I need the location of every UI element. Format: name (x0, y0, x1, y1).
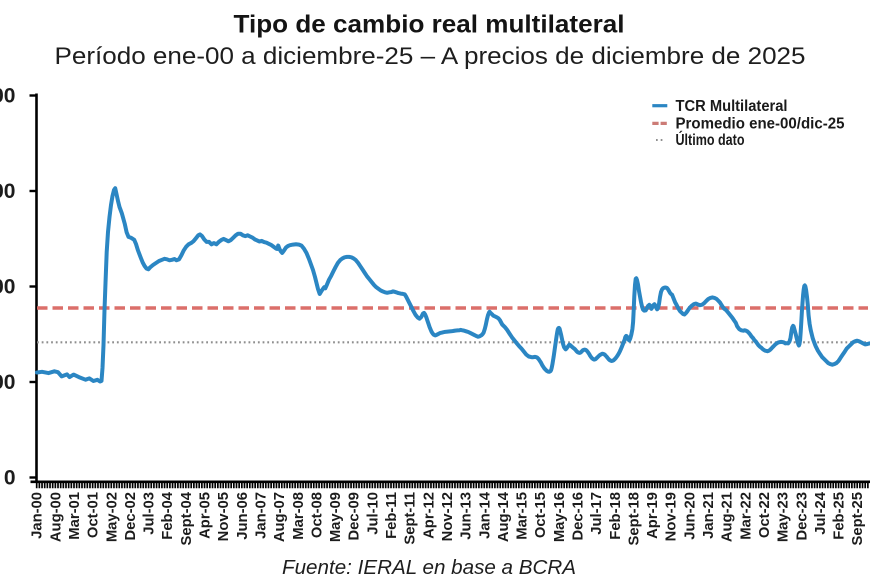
svg-text:Aug-14: Aug-14 (496, 491, 512, 542)
svg-text:Jun-13: Jun-13 (459, 492, 475, 540)
svg-text:Mar-01: Mar-01 (67, 492, 83, 540)
svg-text:200: 200 (0, 276, 16, 299)
svg-text:Sept-04: Sept-04 (179, 491, 195, 545)
svg-text:Aug-00: Aug-00 (48, 492, 64, 542)
svg-text:Dec-16: Dec-16 (571, 492, 587, 541)
svg-text:Jul-17: Jul-17 (589, 492, 605, 535)
svg-text:May-02: May-02 (104, 492, 120, 542)
svg-text:Dec-23: Dec-23 (794, 492, 810, 541)
svg-text:Aug-07: Aug-07 (272, 492, 288, 542)
svg-text:Mar-08: Mar-08 (291, 492, 307, 540)
svg-text:TCR Multilateral: TCR Multilateral (676, 98, 788, 115)
svg-text:Oct-08: Oct-08 (309, 492, 325, 538)
svg-text:Jun-20: Jun-20 (682, 492, 698, 540)
svg-text:Jul-10: Jul-10 (365, 492, 381, 535)
svg-text:Dec-09: Dec-09 (347, 492, 363, 541)
svg-text:Jan-14: Jan-14 (477, 491, 493, 539)
svg-text:Período ene-00 a diciembre-25: Período ene-00 a diciembre-25 – A precio… (55, 43, 806, 70)
svg-text:Jul-03: Jul-03 (142, 492, 158, 535)
svg-text:Nov-05: Nov-05 (216, 492, 232, 541)
svg-text:Apr-12: Apr-12 (421, 492, 437, 539)
svg-text:Tipo de cambio real multilater: Tipo de cambio real multilateral (234, 11, 625, 39)
svg-text:Apr-19: Apr-19 (645, 492, 661, 539)
svg-text:May-16: May-16 (552, 492, 568, 542)
svg-text:Jan-21: Jan-21 (701, 492, 717, 539)
svg-text:Mar-15: Mar-15 (515, 492, 531, 540)
svg-text:May-09: May-09 (328, 492, 344, 542)
svg-text:Sept-18: Sept-18 (626, 492, 642, 545)
svg-text:Jan-07: Jan-07 (254, 492, 270, 539)
svg-text:Apr-05: Apr-05 (198, 492, 214, 539)
svg-text:Oct-22: Oct-22 (757, 492, 773, 538)
svg-text:Feb-11: Feb-11 (384, 492, 400, 539)
svg-text:300: 300 (0, 180, 16, 203)
svg-text:Mar-22: Mar-22 (738, 492, 754, 540)
svg-text:Sept-11: Sept-11 (403, 492, 419, 545)
svg-text:Feb-25: Feb-25 (832, 492, 848, 540)
svg-text:May-23: May-23 (776, 492, 792, 542)
svg-text:Promedio ene-00/dic-25: Promedio ene-00/dic-25 (676, 116, 845, 133)
svg-text:Fuente: IERAL en base a BCRA: Fuente: IERAL en base a BCRA (282, 556, 576, 579)
svg-text:Feb-18: Feb-18 (608, 492, 624, 540)
svg-text:Jan-00: Jan-00 (30, 492, 46, 539)
svg-text:100: 100 (0, 371, 16, 394)
svg-text:Aug-21: Aug-21 (720, 492, 736, 542)
svg-text:Jul-24: Jul-24 (813, 491, 829, 535)
svg-text:Dec-02: Dec-02 (123, 492, 139, 541)
svg-text:Último dato: Último dato (676, 130, 745, 149)
svg-text:Feb-04: Feb-04 (160, 491, 176, 539)
svg-text:Oct-15: Oct-15 (533, 492, 549, 538)
svg-text:400: 400 (0, 85, 16, 108)
svg-text:Oct-01: Oct-01 (86, 492, 102, 538)
svg-text:Nov-19: Nov-19 (664, 492, 680, 541)
svg-text:0: 0 (4, 467, 16, 490)
svg-text:Nov-12: Nov-12 (440, 492, 456, 541)
svg-text:Jun-06: Jun-06 (235, 492, 251, 540)
svg-text:Sept-25: Sept-25 (850, 492, 866, 545)
